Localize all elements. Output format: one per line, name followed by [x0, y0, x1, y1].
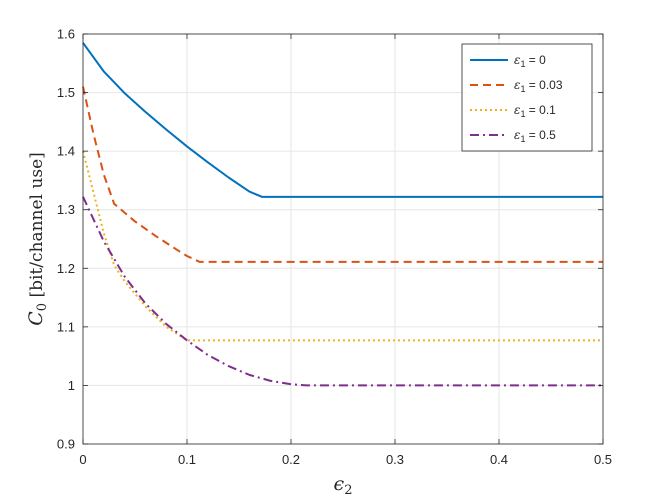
legend-label-0: ε1 = 0: [514, 53, 546, 69]
axis-ticks: 0 0.1 0.2 0.3 0.4 0.5 0.9 1 1.1 1.2 1.3 1.4 1.5 1.6: [57, 27, 612, 468]
x-tick-label: 0.5: [594, 452, 612, 467]
x-tick-label: 0.3: [386, 452, 404, 467]
x-tick-label: 0.2: [282, 452, 300, 467]
y-tick-label: 1.6: [57, 27, 75, 42]
x-axis-label: ϵ2: [334, 473, 353, 498]
x-tick-label: 0: [79, 452, 86, 467]
series-line-0: [82, 42, 603, 198]
series-line-1: [82, 86, 603, 263]
plot-frame: [82, 33, 604, 445]
legend-label-2: ε1 = 0.1: [514, 103, 556, 119]
legend-box: [461, 43, 593, 152]
series-line-3: [82, 196, 603, 387]
y-tick-label: 1.3: [57, 202, 75, 217]
x-tick-label: 0.1: [178, 452, 196, 467]
y-tick-label: 1.5: [57, 85, 75, 100]
y-tick-label: 1.1: [57, 319, 75, 334]
y-tick-label: 0.9: [57, 437, 75, 452]
y-axis-label: C0 [bit/channel use]: [25, 152, 50, 326]
y-tick-label: 1: [68, 378, 75, 393]
legend-label-1: ε1 = 0.03: [514, 78, 563, 94]
legend: ε1 = 0 ε1 = 0.03 ε1 = 0.1 ε1 = 0.5: [461, 43, 593, 152]
y-tick-label: 1.2: [57, 261, 75, 276]
y-tick-label: 1.4: [57, 144, 75, 159]
x-tick-label: 0.4: [490, 452, 508, 467]
legend-label-3: ε1 = 0.5: [514, 128, 556, 144]
series-lines: [82, 42, 603, 387]
